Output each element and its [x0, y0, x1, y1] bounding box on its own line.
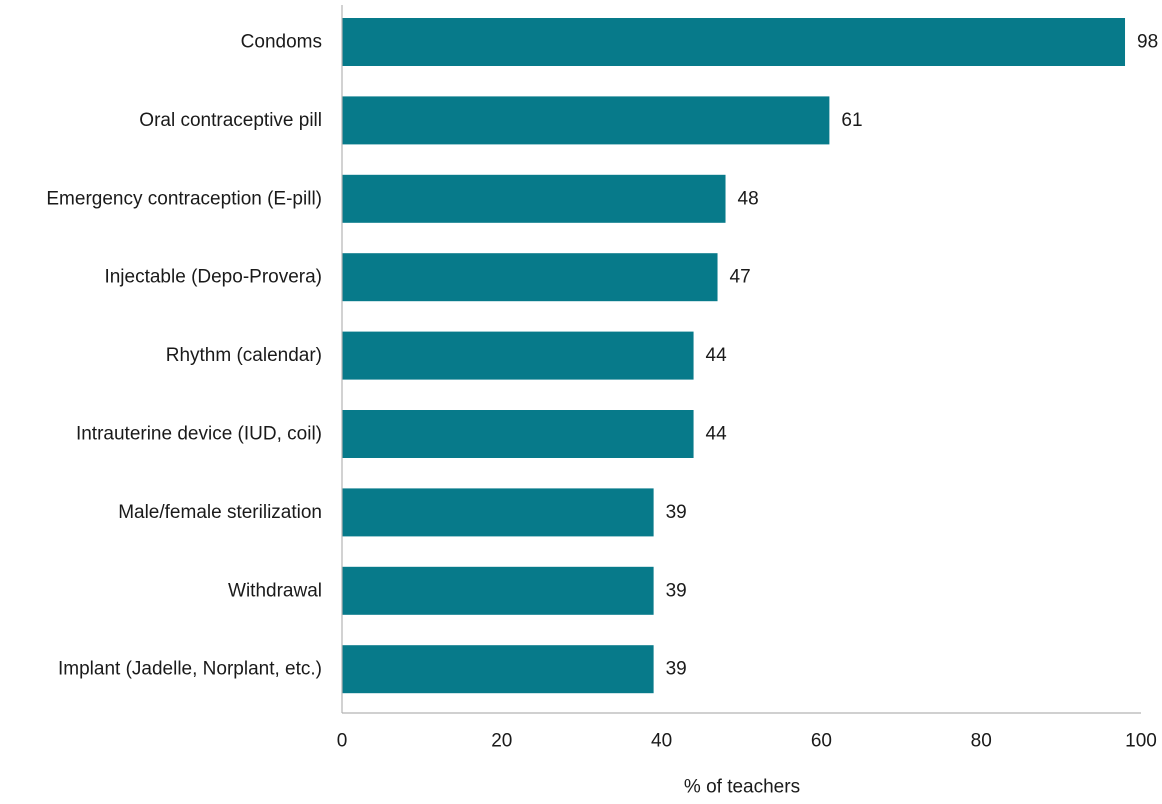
bar-condoms: [342, 18, 1126, 66]
category-label-male-female-sterilization: Male/female sterilization: [118, 502, 322, 523]
category-labels: Condoms Oral contraceptive pill Emergency …: [46, 32, 322, 680]
value-label-condoms: 98: [1137, 32, 1158, 53]
x-tick-label-0: 0: [337, 731, 348, 752]
bars-group: [342, 18, 1126, 694]
x-axis-title: % of teachers: [684, 777, 800, 798]
value-label-implant-jadelle-norplant-etc: 39: [666, 659, 687, 680]
x-tick-label-40: 40: [651, 731, 672, 752]
x-tick-label-80: 80: [971, 731, 992, 752]
category-label-injectable-depo-provera: Injectable (Depo-Provera): [104, 267, 322, 288]
category-label-implant-jadelle-norplant-etc: Implant (Jadelle, Norplant, etc.): [58, 659, 322, 680]
value-label-rhythm-calendar: 44: [706, 345, 728, 366]
bar-rhythm-calendar: [342, 331, 694, 380]
category-label-rhythm-calendar: Rhythm (calendar): [166, 345, 322, 366]
category-label-oral-contraceptive-pill: Oral contraceptive pill: [139, 110, 322, 131]
bar-oral-contraceptive-pill: [342, 96, 830, 145]
bar-male-female-sterilization: [342, 488, 654, 537]
category-label-intrauterine-device-iud-coil: Intrauterine device (IUD, coil): [76, 424, 322, 445]
category-label-emergency-contraception-e-pill: Emergency contraception (E-pill): [46, 188, 322, 209]
x-axis-ticks: 0 20 40 60 80 100: [337, 731, 1157, 752]
category-label-withdrawal: Withdrawal: [228, 580, 322, 601]
value-label-withdrawal: 39: [666, 580, 687, 601]
bar-injectable-depo-provera: [342, 253, 718, 302]
bar-implant-jadelle-norplant-etc: [342, 645, 654, 694]
value-labels: 98 61 48 47 44 44 39 39 39: [666, 32, 1159, 680]
bar-intrauterine-device-iud-coil: [342, 410, 694, 458]
bar-emergency-contraception-e-pill: [342, 174, 726, 223]
x-tick-label-60: 60: [811, 731, 832, 752]
value-label-emergency-contraception-e-pill: 48: [738, 188, 759, 209]
value-label-oral-contraceptive-pill: 61: [841, 110, 862, 131]
value-label-injectable-depo-provera: 47: [730, 267, 751, 288]
value-label-intrauterine-device-iud-coil: 44: [706, 424, 728, 445]
bar-withdrawal: [342, 566, 654, 615]
x-tick-label-20: 20: [491, 731, 512, 752]
x-tick-label-100: 100: [1125, 731, 1157, 752]
category-label-condoms: Condoms: [241, 32, 322, 53]
value-label-male-female-sterilization: 39: [666, 502, 687, 523]
